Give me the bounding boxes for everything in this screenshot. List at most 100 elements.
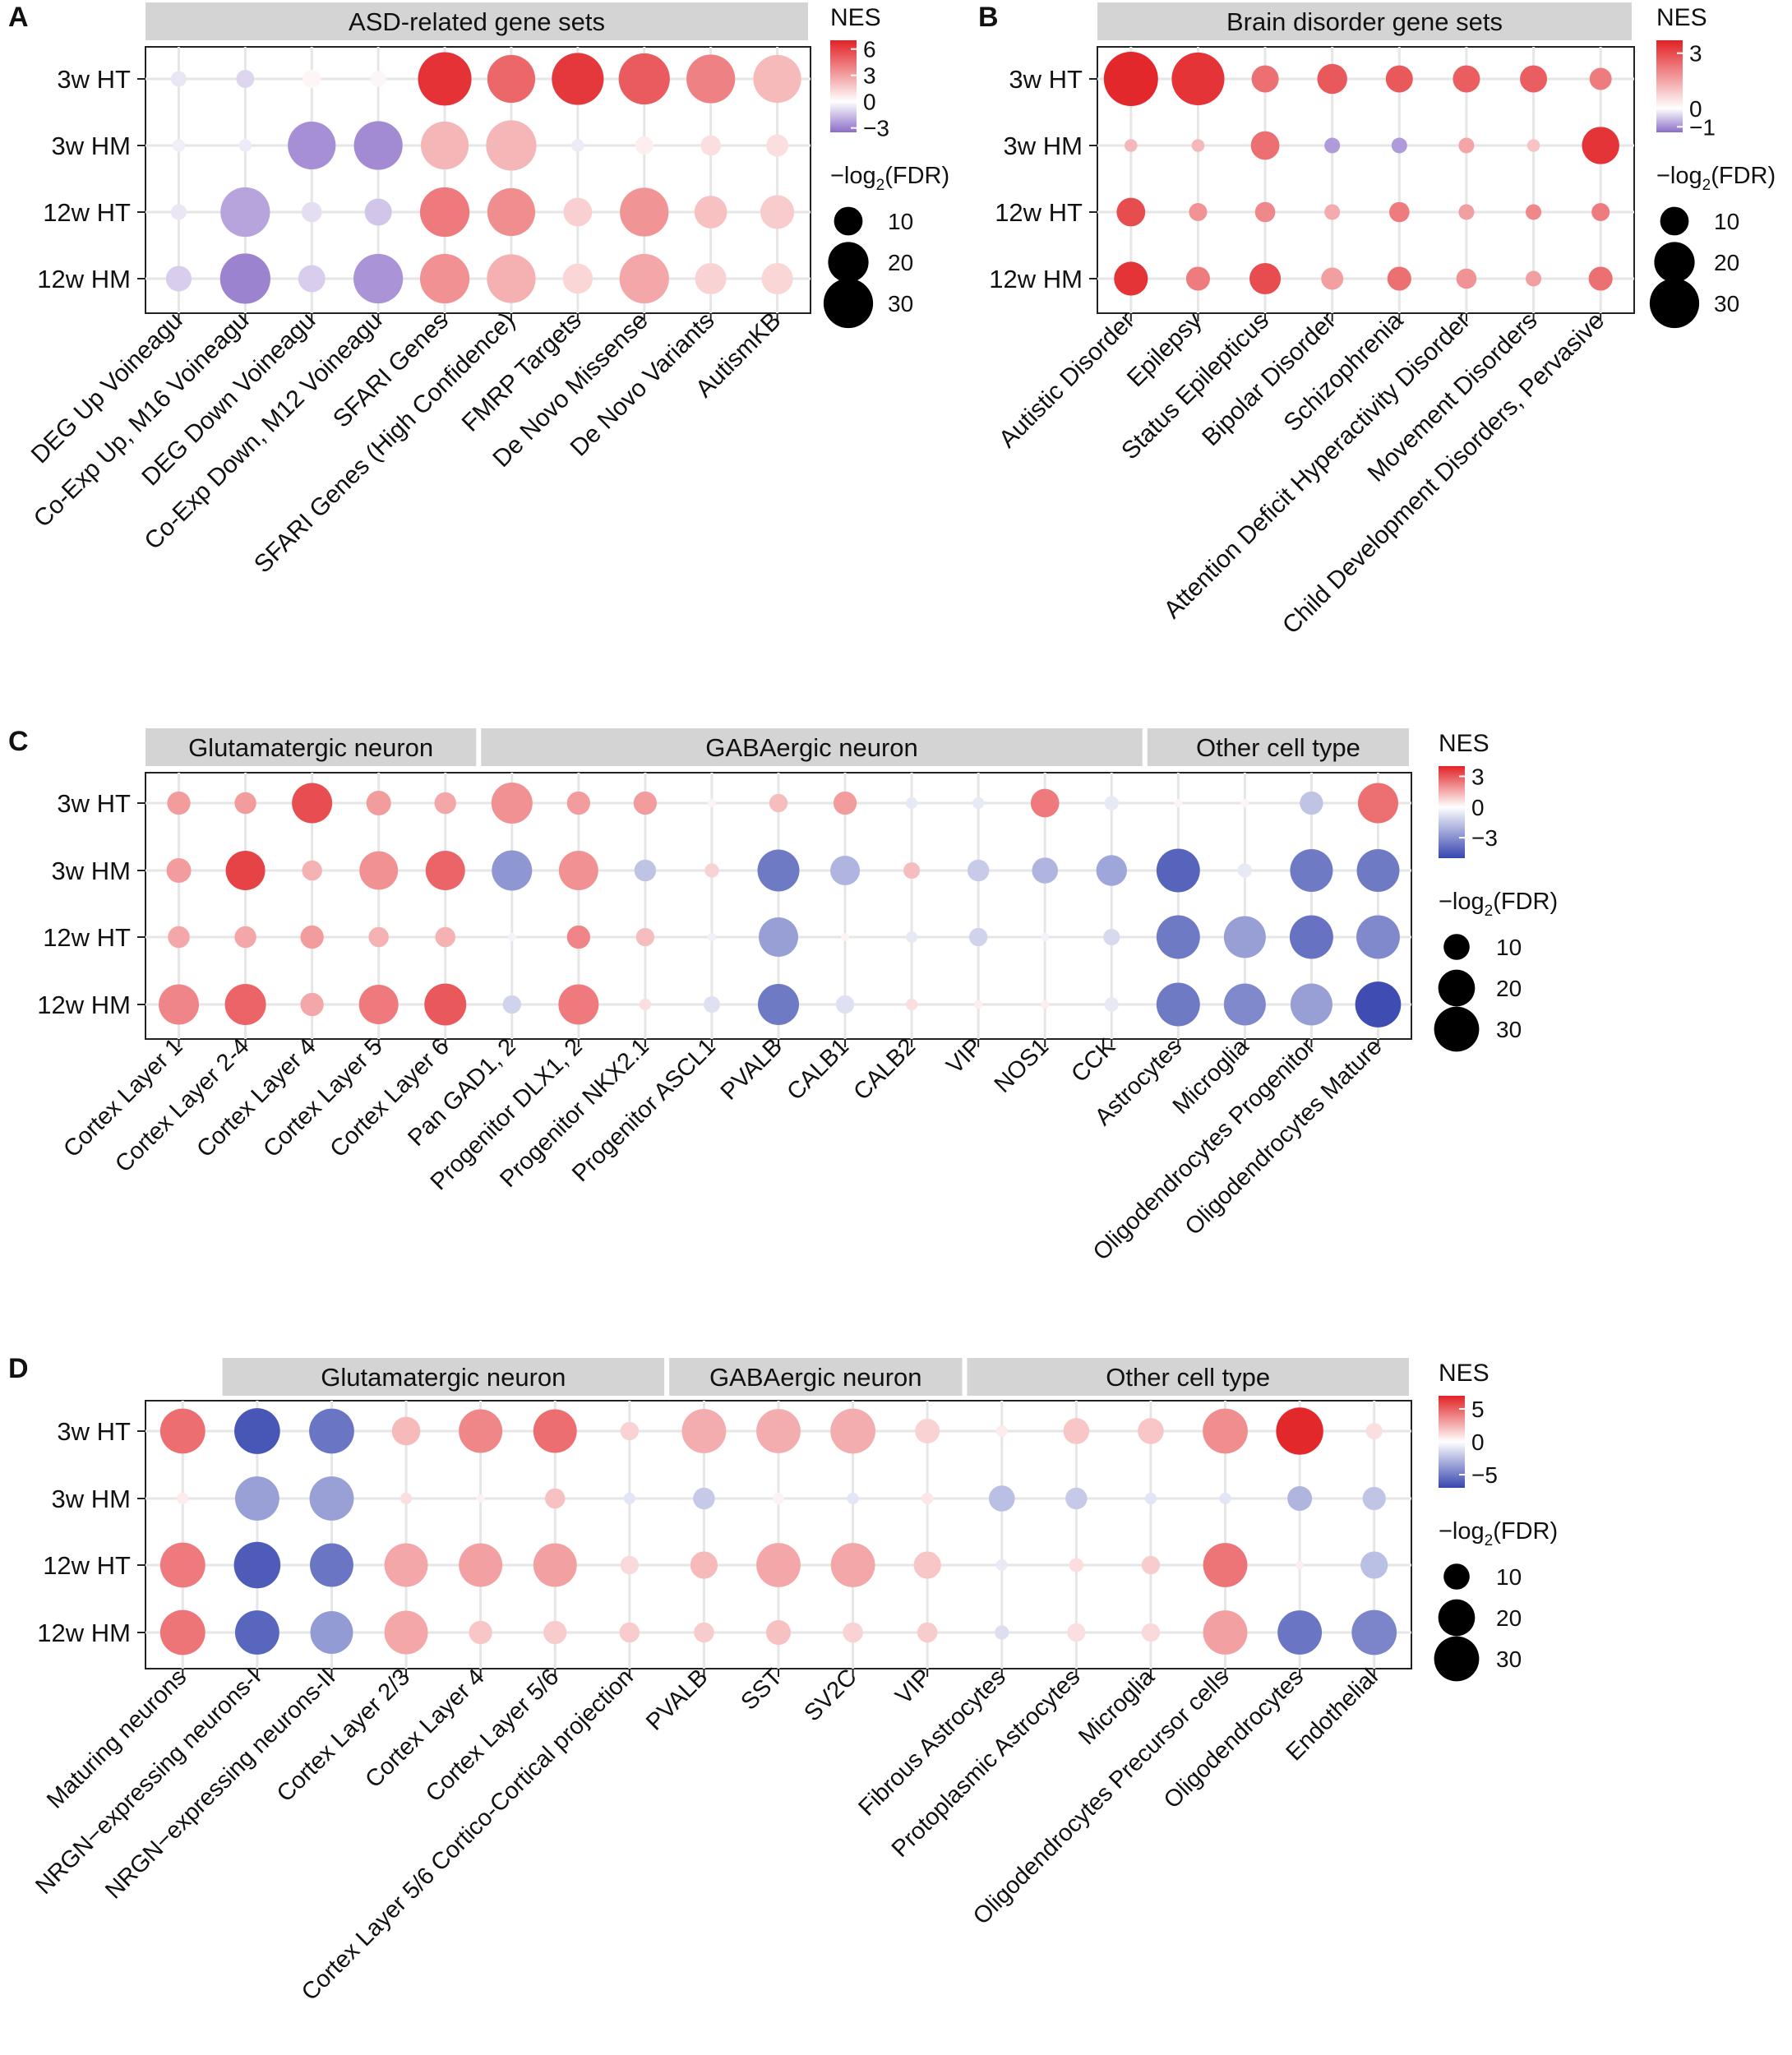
column-label: Cortex Layer 6 (326, 1033, 455, 1162)
bubble-c-r1-c14 (1096, 855, 1127, 886)
bubble-c-r2-c13 (1041, 933, 1050, 941)
bubble-a-r3-c9 (761, 262, 793, 295)
bubble-c-r1-c13 (1032, 857, 1059, 884)
bubble-a-r0-c7 (618, 53, 670, 105)
bubble-d-r0-c10 (915, 1419, 940, 1443)
panel-label: B (978, 2, 999, 33)
column-label: Autistic Disorder (994, 307, 1140, 454)
bubble-d-r3-c16 (1351, 1609, 1397, 1656)
column-label: PVALB (716, 1033, 787, 1105)
bubble-d-r3-c8 (766, 1620, 791, 1645)
row-label: 12w HT (43, 1551, 131, 1580)
bubble-d-r3-c5 (543, 1620, 567, 1645)
size-legend-label: 20 (888, 250, 913, 275)
bubble-d-r2-c11 (995, 1559, 1008, 1572)
panel-b: B Brain disorder gene sets 3w HT 3w HM 12w H… (978, 2, 1776, 640)
size-legend-label: 20 (1496, 1605, 1522, 1631)
bubble-d-r2-c10 (913, 1551, 941, 1579)
bubble-c-r3-c8 (703, 996, 720, 1013)
bubble-c-r0-c6 (566, 791, 590, 815)
bubble-c-r3-c9 (758, 984, 799, 1025)
bubble-c-r0-c5 (491, 783, 533, 824)
bubble-b-r0-c0 (1103, 52, 1158, 106)
column-label: SFARI Genes (328, 307, 454, 433)
panel-d: D Glutamatergic neuron GABAergic neuron Oth… (8, 1353, 1558, 2006)
bubble-a-r0-c8 (686, 54, 736, 104)
bubble-a-r0-c3 (370, 71, 386, 87)
bubble-c-r2-c5 (507, 933, 516, 941)
bubble-c-r1-c8 (704, 863, 719, 878)
bubble-d-r0-c8 (756, 1409, 801, 1453)
bubble-d-r1-c15 (1287, 1486, 1313, 1511)
column-label: Cortex Layer 1 (58, 1033, 187, 1162)
bubble-d-r0-c3 (391, 1416, 421, 1446)
bubble-c-r0-c0 (167, 791, 191, 815)
bubble-a-r2-c1 (220, 187, 270, 238)
bubble-c-r3-c2 (300, 992, 324, 1017)
bubble-c-r2-c0 (168, 926, 190, 949)
legend-size-title: −log2(FDR) (1439, 889, 1558, 920)
bubble-c-r1-c4 (425, 851, 465, 890)
row-label: 3w HM (1004, 132, 1083, 160)
bubble-d-r3-c3 (384, 1610, 428, 1655)
bubble-d-r2-c4 (459, 1543, 503, 1587)
bubble-a-r2-c6 (563, 197, 593, 227)
bubble-b-r1-c4 (1391, 137, 1407, 154)
bubble-a-r3-c5 (487, 254, 536, 303)
bubble-b-r2-c3 (1324, 204, 1341, 220)
facet-strip (967, 1358, 1409, 1396)
facet-title: GABAergic neuron (705, 733, 917, 762)
bubble-d-r3-c7 (694, 1622, 714, 1643)
legend-size-title-subscript: 2 (1702, 177, 1711, 194)
bubble-c-r3-c11 (906, 998, 918, 1011)
row-label: 12w HM (37, 991, 131, 1019)
bubble-c-r0-c14 (1104, 796, 1119, 810)
bubble-c-r3-c16 (1223, 983, 1266, 1026)
legend-color-title: NES (1439, 1360, 1489, 1387)
bubble-d-r0-c0 (159, 1408, 206, 1454)
bubble-d-r1-c1 (234, 1476, 279, 1521)
bubble-a-r3-c0 (165, 266, 192, 292)
facet-title: Other cell type (1196, 733, 1360, 762)
bubble-c-r0-c11 (906, 797, 918, 810)
bubble-d-r2-c5 (533, 1543, 577, 1587)
legend-size-title-subscript: 2 (1485, 903, 1494, 920)
bubble-b-r0-c5 (1453, 65, 1480, 93)
facet-strip (145, 2, 808, 40)
bubble-a-r1-c3 (353, 121, 403, 170)
bubble-b-r1-c3 (1324, 137, 1341, 154)
legend-size-title-rest: (FDR) (1711, 163, 1776, 189)
size-legend-label: 20 (1714, 250, 1739, 275)
size-legend-circle (1443, 1563, 1470, 1590)
size-legend-label: 10 (1496, 1564, 1522, 1590)
bubble-d-r1-c8 (772, 1492, 785, 1505)
bubble-c-r3-c3 (358, 985, 399, 1024)
column-label: SV2C (799, 1664, 861, 1726)
size-legend-circle (1443, 934, 1470, 960)
size-legend-circle (1434, 1006, 1480, 1052)
column-label: Cortex Layer 5/6 (421, 1664, 564, 1807)
bubble-c-r3-c12 (974, 1000, 983, 1009)
bubble-c-r2-c12 (968, 927, 988, 947)
legend-size-title: −log2(FDR) (1656, 163, 1776, 194)
bubble-c-r2-c8 (707, 933, 716, 941)
legend-size-title-rest: (FDR) (1493, 889, 1558, 915)
bubble-d-r2-c3 (384, 1543, 428, 1587)
column-label: Cortex Layer 2/3 (272, 1664, 415, 1807)
bubble-c-r1-c5 (492, 850, 533, 891)
legend-size-title-rest: (FDR) (884, 163, 949, 189)
bubble-d-r3-c1 (234, 1610, 279, 1655)
bubble-d-r3-c12 (1067, 1623, 1086, 1642)
row-label: 12w HT (43, 198, 131, 227)
bubble-a-r3-c4 (419, 253, 470, 304)
size-legend-circle (1660, 206, 1689, 236)
bubble-d-r0-c6 (620, 1421, 640, 1441)
bubble-d-r0-c9 (830, 1408, 875, 1454)
size-legend-label: 30 (1496, 1017, 1522, 1042)
row-label: 12w HM (37, 1619, 131, 1647)
bubble-b-r1-c5 (1458, 137, 1475, 154)
row-label: 3w HT (57, 1417, 131, 1446)
bubble-c-r1-c12 (967, 859, 990, 882)
column-label: CCK (1066, 1033, 1120, 1088)
